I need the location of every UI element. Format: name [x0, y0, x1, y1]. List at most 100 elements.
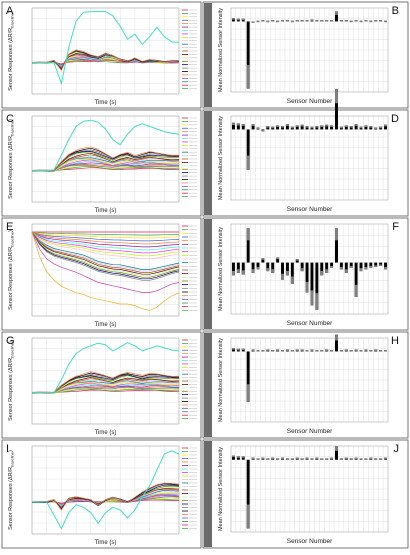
- bar-error: [354, 457, 358, 460]
- bar: [246, 129, 250, 170]
- bar-chart-H: H Mean Normalized Sensor Intensity Sensor …: [202, 331, 409, 439]
- x-axis-label: Sensor Number: [287, 538, 333, 545]
- bar-error: [344, 269, 348, 273]
- panel-label: H: [391, 335, 399, 347]
- bar-error: [369, 126, 373, 128]
- y-label-sub: baseline: [10, 120, 15, 136]
- bar: [335, 11, 338, 22]
- bar: [241, 456, 245, 460]
- panel-label: A: [6, 5, 14, 17]
- bar-error: [335, 446, 338, 451]
- sensor-trace: [31, 231, 180, 254]
- bar-error: [330, 457, 334, 460]
- y-axis-label: Sensor Responses (ΔR/Rbaseline): [8, 11, 15, 91]
- bar-error: [364, 458, 368, 460]
- legend-strip: [204, 3, 212, 107]
- bar-chart-F: F Mean Normalized Sensor Intensity Sensor …: [202, 217, 409, 331]
- panel-frame: [202, 217, 409, 331]
- bar-error: [384, 350, 388, 352]
- y-label-close: ): [8, 341, 14, 343]
- sensor-trace: [31, 165, 180, 172]
- bar: [344, 262, 348, 273]
- bar-error: [384, 20, 388, 23]
- bar-error: [374, 265, 378, 267]
- bar-error: [325, 269, 329, 273]
- bar-error: [315, 20, 319, 22]
- x-axis-label: Time (s): [95, 100, 117, 106]
- bar-chart-B: B Mean Normalized Sensor Intensity Sensor …: [202, 1, 409, 109]
- bar-error: [261, 258, 265, 260]
- panel-label: D: [391, 113, 399, 125]
- bar-error: [344, 457, 348, 460]
- bar: [325, 124, 329, 130]
- bar: [379, 262, 383, 266]
- bar: [344, 125, 348, 130]
- bar: [285, 262, 289, 276]
- bar: [251, 262, 255, 273]
- bar-error: [354, 124, 358, 126]
- bar-error: [349, 20, 353, 23]
- bar: [271, 262, 275, 273]
- bar-error: [276, 257, 280, 260]
- bar: [310, 262, 314, 306]
- bar-error: [339, 126, 343, 129]
- bar-error: [374, 458, 378, 460]
- bar-error: [261, 457, 265, 460]
- sensor-trace: [31, 231, 180, 273]
- bar: [335, 446, 338, 460]
- sensor-trace: [31, 231, 180, 293]
- x-axis-label: Time (s): [95, 322, 117, 328]
- bar-error: [236, 348, 240, 351]
- bar: [330, 262, 334, 268]
- bar: [335, 228, 338, 263]
- bar-error: [374, 20, 378, 22]
- bar-error: [325, 20, 329, 22]
- bar: [374, 262, 378, 267]
- panel-label: E: [6, 221, 13, 233]
- bar-error: [285, 458, 289, 460]
- bar-error: [271, 350, 275, 352]
- bar: [354, 262, 358, 297]
- bar: [369, 262, 373, 268]
- bar: [349, 262, 353, 268]
- y-label-sub: baseline: [10, 451, 15, 467]
- bar-error: [256, 267, 260, 270]
- y-label-main: Sensor Responses (ΔR/R: [8, 28, 14, 91]
- bar-error: [339, 458, 343, 460]
- bar-error: [281, 457, 284, 460]
- bar-error: [364, 267, 368, 270]
- legend-strip: [204, 333, 212, 437]
- bar-error: [354, 20, 358, 22]
- bar: [305, 126, 309, 130]
- bar-error: [256, 20, 260, 23]
- bar-error: [231, 18, 235, 20]
- bar-error: [379, 264, 383, 266]
- sensor-trace: [31, 231, 180, 272]
- y-axis-label: Mean Normalized Sensor Intensity: [218, 338, 224, 422]
- bar-error: [364, 125, 368, 127]
- plot-area: [31, 7, 180, 95]
- y-axis-label: Sensor Responses (ΔR/Rbaseline): [8, 119, 15, 199]
- bar: [300, 124, 304, 130]
- panel-label: B: [392, 5, 399, 17]
- panel-label: J: [394, 443, 400, 455]
- bar-error: [261, 129, 265, 132]
- bar-error: [281, 20, 284, 22]
- y-label-close: ): [8, 11, 14, 13]
- bar-error: [379, 126, 383, 129]
- bar-error: [364, 349, 368, 351]
- y-label-close: ): [8, 230, 14, 232]
- bar-error: [320, 20, 324, 22]
- bar: [276, 257, 280, 263]
- y-label-sub: baseline: [10, 231, 15, 247]
- bar-error: [305, 457, 309, 460]
- y-label-main: Sensor Responses (ΔR/R: [8, 358, 14, 421]
- bar: [256, 262, 260, 270]
- plot-area: [31, 115, 180, 203]
- bar-error: [325, 349, 329, 351]
- bar-error: [339, 350, 343, 352]
- sensor-trace: [31, 151, 180, 172]
- y-axis-label: Sensor Responses (ΔR/Rbaseline): [8, 341, 15, 421]
